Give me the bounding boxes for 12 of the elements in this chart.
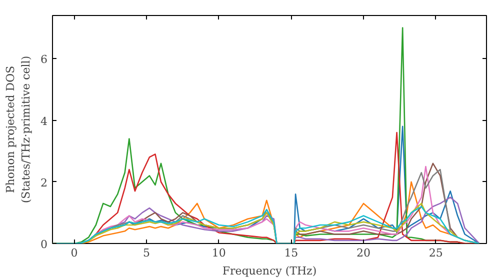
- x-tick-label: 5: [143, 246, 150, 260]
- x-tick-label: 10: [212, 246, 226, 260]
- y-axis-title: Phonon projected DOS (States/THz·primitive cell): [4, 56, 32, 204]
- y-tick-label: 2: [40, 176, 48, 190]
- y-tick-label: 0: [40, 238, 48, 251]
- x-tick-label: 25: [428, 246, 443, 260]
- y-tick-label: 6: [40, 53, 48, 66]
- x-axis-title: Frequency (THz): [222, 264, 317, 278]
- y-tick-label: 4: [40, 114, 48, 128]
- x-tick-label: 15: [284, 246, 298, 260]
- x-tick-label: 0: [70, 246, 78, 260]
- x-tick-label: 20: [356, 246, 371, 260]
